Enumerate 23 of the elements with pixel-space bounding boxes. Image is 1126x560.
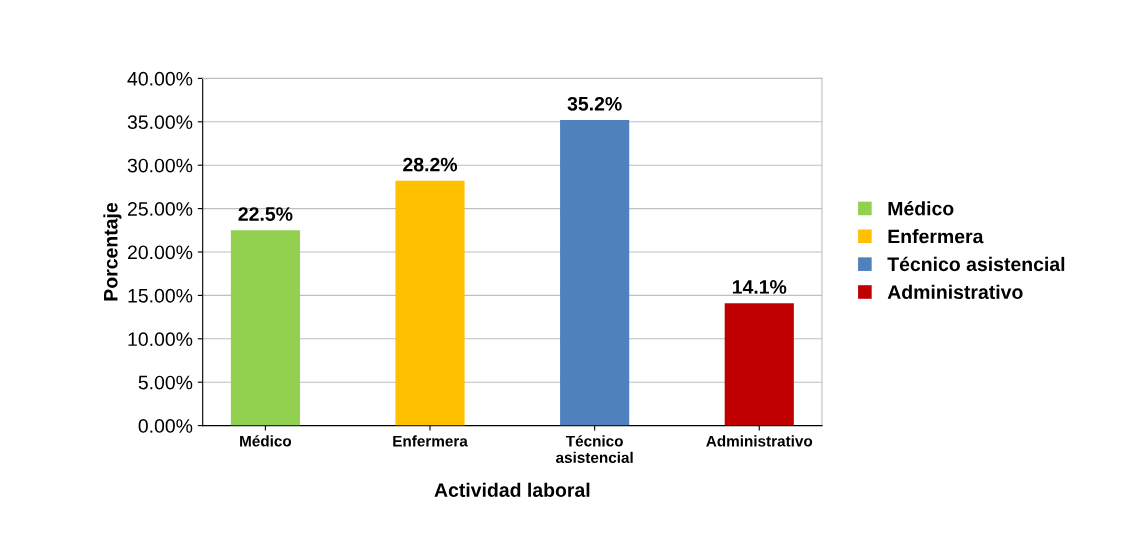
legend-label: Enfermera — [888, 229, 984, 244]
y-tick-label: 25.00% — [127, 202, 193, 216]
y-tick-label: 15.00% — [128, 288, 193, 303]
y-tick-label: 0.00% — [138, 419, 193, 433]
data-label: 22.5% — [238, 207, 293, 221]
data-label: 28.2% — [403, 157, 458, 172]
legend-label: Técnico asistencial — [887, 256, 1065, 272]
data-label: 14.1% — [732, 280, 787, 294]
x-tick-label: Médico — [240, 435, 292, 447]
y-tick-label: 40.00% — [127, 71, 193, 86]
y-axis-title: Porcentaje — [103, 202, 122, 301]
x-tick-label: Enfermera — [393, 435, 468, 447]
y-tick-label: 5.00% — [138, 375, 193, 390]
legend-label: Administrativo — [887, 284, 1023, 299]
y-tick-label: 20.00% — [127, 245, 193, 260]
y-tick-label: 30.00% — [127, 158, 193, 173]
y-tick-label: 10.00% — [128, 332, 193, 347]
x-tick-label: Administrativo — [706, 435, 813, 447]
x-axis-title: Actividad laboral — [434, 482, 590, 497]
legend-label: Médico — [888, 200, 954, 216]
data-label: 35.2% — [567, 96, 622, 111]
x-tick-label: Técnico asistencial — [556, 435, 633, 463]
y-tick-label: 35.00% — [127, 115, 193, 130]
